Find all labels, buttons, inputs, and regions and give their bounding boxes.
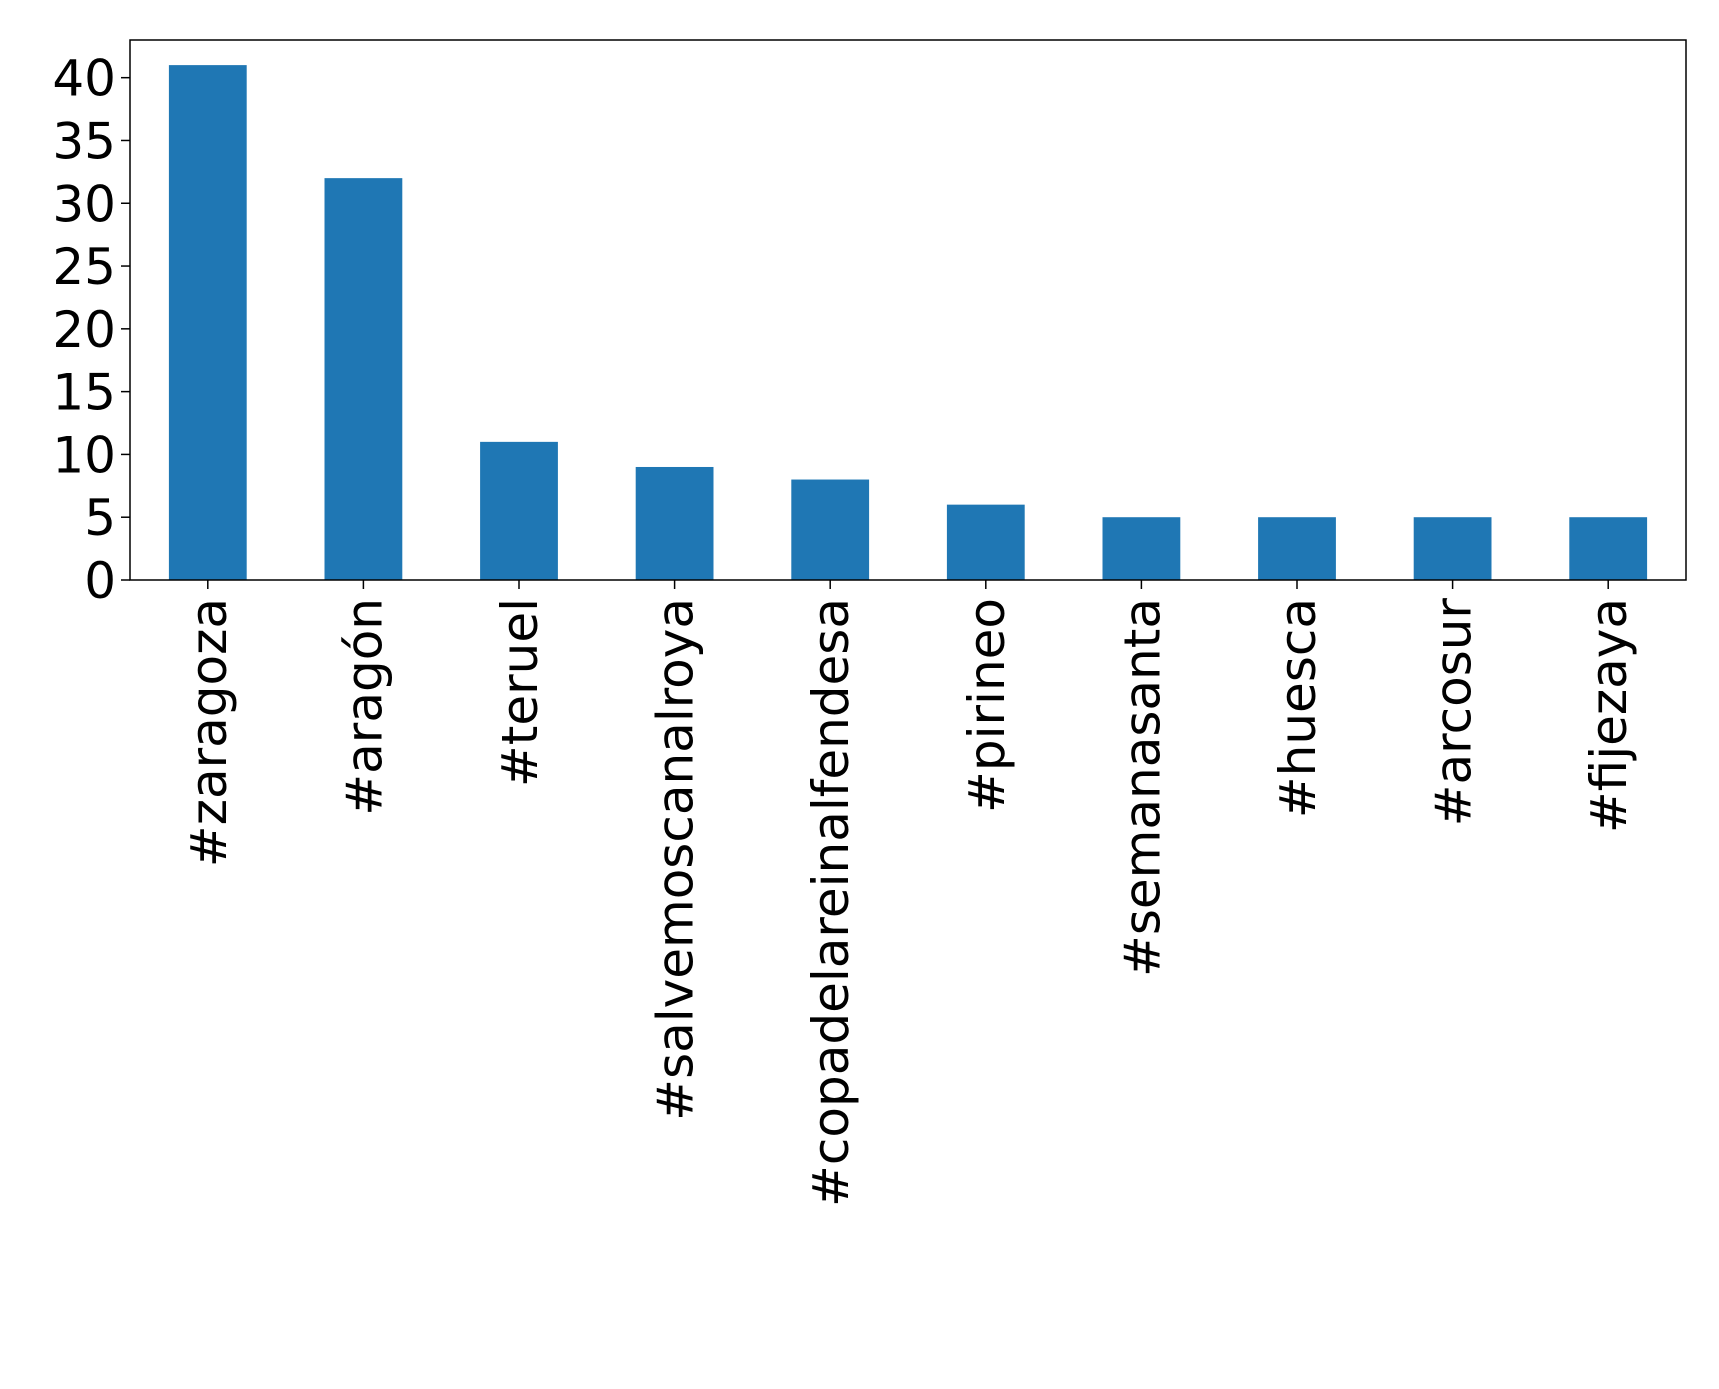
x-tick-label-teruel: #teruel (491, 598, 549, 787)
y-tick-label-5: 5 (84, 489, 116, 547)
y-tick-label-25: 25 (52, 238, 116, 296)
bar-aragon (324, 178, 403, 581)
x-tick-label-pirineo: #pirineo (958, 598, 1016, 813)
y-tick-label-10: 10 (52, 426, 116, 484)
x-tick-label-salvemoscanalroya: #salvemoscanalroya (647, 598, 705, 1121)
bar-zaragoza (168, 65, 247, 581)
bar-pirineo (946, 504, 1025, 580)
bars-group (168, 65, 1648, 581)
bar-arcosur (1413, 517, 1492, 580)
y-tick-label-20: 20 (52, 301, 116, 359)
bar-copadelareinalfendesa (791, 479, 870, 580)
x-tick-label-zaragoza: #zaragoza (180, 598, 238, 867)
x-tick-label-aragon: #aragón (335, 598, 393, 816)
bar-fijezaya (1569, 517, 1648, 580)
bar-teruel (480, 441, 558, 580)
bar-semanasanta (1102, 517, 1181, 580)
y-tick-label-0: 0 (84, 552, 116, 610)
x-tick-label-semanasanta: #semanasanta (1113, 598, 1171, 977)
x-axis: #zaragoza #aragón #teruel #salvemoscanalroy… (180, 580, 1638, 1207)
plot-frame (129, 39, 1687, 581)
bar-salvemoscanalroya (635, 466, 714, 580)
y-tick-label-35: 35 (52, 112, 116, 170)
x-tick-label-huesca: #huesca (1269, 598, 1327, 818)
y-tick-label-40: 40 (52, 50, 116, 108)
bar-huesca (1258, 517, 1336, 580)
x-tick-label-fijezaya: #fijezaya (1580, 598, 1638, 833)
x-tick-label-copadelareinalfendesa: #copadelareinalfendesa (802, 598, 860, 1207)
y-tick-label-30: 30 (52, 175, 116, 233)
x-tick-label-arcosur: #arcosur (1425, 598, 1483, 827)
y-tick-label-15: 15 (52, 364, 116, 422)
